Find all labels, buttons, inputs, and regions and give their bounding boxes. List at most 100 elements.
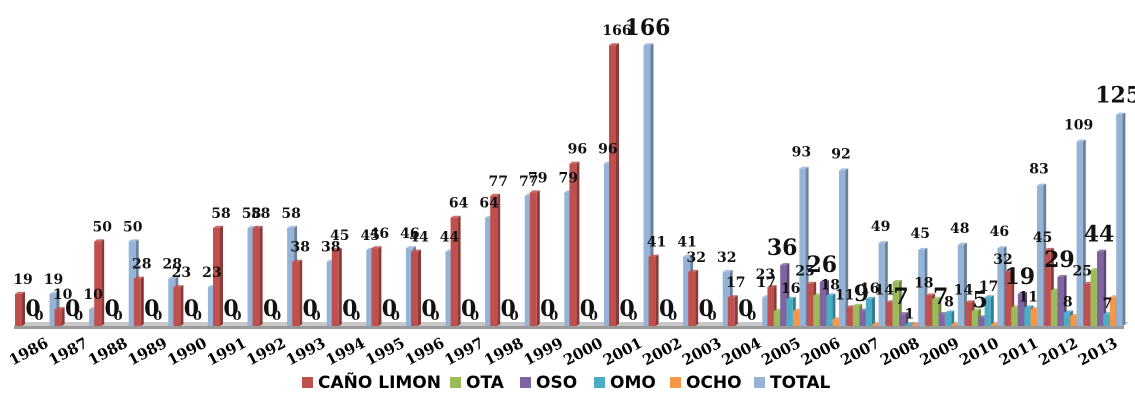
value-label: 93 bbox=[792, 145, 811, 161]
legend-label: OSO bbox=[536, 373, 577, 393]
bar-ca-o-limon-1994 bbox=[331, 247, 342, 326]
value-label: 8 bbox=[1063, 294, 1073, 310]
value-label: 17 bbox=[979, 279, 998, 295]
bar-omo-2009 bbox=[945, 310, 955, 326]
value-label: 0 bbox=[580, 296, 595, 322]
value-label: 0 bbox=[421, 296, 436, 322]
value-label: 125 bbox=[1095, 83, 1135, 109]
value-label: 96 bbox=[568, 142, 587, 158]
bar-ca-o-limon-2002 bbox=[648, 254, 659, 326]
value-label: 0 bbox=[105, 296, 120, 322]
value-label: 0 bbox=[659, 296, 674, 322]
value-label: 0 bbox=[342, 296, 357, 322]
value-labels-layer: 1900191000105000502800282300235800585800… bbox=[13, 15, 1135, 324]
value-label: 0 bbox=[391, 309, 400, 324]
value-label: 0 bbox=[699, 296, 714, 322]
value-label: 11 bbox=[1018, 289, 1037, 305]
value-label: 166 bbox=[602, 23, 631, 39]
value-label: 0 bbox=[668, 309, 677, 324]
value-label: 23 bbox=[202, 265, 221, 281]
value-label: 166 bbox=[625, 15, 671, 41]
legend-swatch bbox=[754, 377, 765, 388]
value-label: 19 bbox=[1004, 264, 1035, 290]
legend: CAÑO LIMON OTA OSO OMO OCHO TOTAL bbox=[302, 370, 830, 393]
value-label: 0 bbox=[34, 309, 43, 324]
value-label: 41 bbox=[677, 235, 696, 251]
bar-ca-o-limon-2000 bbox=[569, 161, 580, 326]
bar-omo-2007 bbox=[865, 296, 875, 326]
legend-item-ca-o-limon: CAÑO LIMON bbox=[302, 370, 441, 393]
value-label: 44 bbox=[409, 230, 429, 246]
value-label: 58 bbox=[211, 206, 230, 222]
value-label: 77 bbox=[488, 174, 507, 190]
x-tick-label: 2011 bbox=[996, 334, 1041, 369]
value-label: 45 bbox=[1033, 230, 1052, 246]
value-label: 109 bbox=[1064, 118, 1093, 134]
bar-total-2006 bbox=[839, 168, 849, 326]
value-label: 0 bbox=[144, 296, 159, 322]
value-label: 0 bbox=[549, 309, 558, 324]
bar-ca-o-limon-2004 bbox=[727, 295, 738, 326]
value-label: 0 bbox=[461, 296, 476, 322]
value-label: 48 bbox=[950, 221, 969, 237]
bar-ca-o-limon-1996 bbox=[411, 249, 421, 326]
value-label: 19 bbox=[44, 272, 63, 288]
value-label: 26 bbox=[806, 252, 837, 278]
value-label: 23 bbox=[756, 267, 775, 283]
value-label: 38 bbox=[321, 240, 340, 256]
legend-item-omo: OMO bbox=[594, 373, 656, 393]
legend-item-ocho: OCHO bbox=[670, 373, 742, 393]
x-tick-label: 2000 bbox=[560, 334, 605, 369]
value-label: 0 bbox=[25, 296, 40, 322]
value-label: 17 bbox=[726, 275, 745, 291]
value-label: 17 bbox=[757, 275, 776, 291]
legend-item-total: TOTAL bbox=[754, 373, 830, 393]
x-tick-label: 1988 bbox=[85, 334, 130, 369]
value-label: 44 bbox=[1084, 222, 1115, 248]
value-label: 5 bbox=[973, 288, 988, 314]
x-tick-label: 2003 bbox=[679, 334, 724, 369]
value-label: 36 bbox=[767, 235, 798, 261]
bar-ca-o-limon-1988 bbox=[94, 239, 105, 326]
bar-ca-o-limon-1987 bbox=[54, 307, 65, 326]
x-axis-ticks: 1986198719881989199019911992199319941995… bbox=[6, 334, 1121, 369]
bar-ca-o-limon-1999 bbox=[529, 190, 540, 326]
value-label: 0 bbox=[540, 296, 555, 322]
bar-ca-o-limon-1997 bbox=[450, 215, 461, 326]
x-tick-label: 2010 bbox=[956, 334, 1001, 369]
value-label: 28 bbox=[163, 257, 182, 273]
x-tick-label: 2001 bbox=[600, 334, 645, 369]
value-label: 77 bbox=[519, 174, 538, 190]
value-label: 79 bbox=[528, 170, 547, 186]
value-label: 0 bbox=[193, 309, 202, 324]
value-label: 58 bbox=[242, 206, 261, 222]
value-label: 14 bbox=[874, 282, 894, 298]
value-label: 0 bbox=[510, 309, 519, 324]
bar-total-2013 bbox=[1116, 112, 1126, 326]
x-tick-label: 1991 bbox=[204, 334, 249, 369]
x-tick-label: 1987 bbox=[46, 334, 91, 369]
value-label: 0 bbox=[114, 309, 123, 324]
bar-ca-o-limon-1986 bbox=[15, 291, 25, 326]
value-label: 0 bbox=[738, 296, 753, 322]
value-label: 0 bbox=[351, 309, 360, 324]
x-tick-label: 2013 bbox=[1075, 334, 1120, 369]
value-label: 19 bbox=[13, 272, 32, 288]
value-label: 32 bbox=[717, 250, 736, 266]
value-label: 0 bbox=[470, 309, 479, 324]
value-label: 0 bbox=[619, 296, 634, 322]
value-label: 14 bbox=[954, 282, 974, 298]
value-label: 46 bbox=[990, 224, 1009, 240]
value-label: 0 bbox=[272, 309, 281, 324]
legend-label: OCHO bbox=[686, 373, 742, 393]
x-tick-label: 1989 bbox=[125, 334, 170, 369]
x-tick-label: 2005 bbox=[758, 334, 803, 369]
value-label: 18 bbox=[914, 276, 933, 292]
value-label: 49 bbox=[871, 219, 890, 235]
bar-oso-2013 bbox=[1097, 249, 1107, 326]
value-label: 0 bbox=[263, 296, 278, 322]
bar-ca-o-limon-1991 bbox=[213, 225, 223, 326]
value-label: 1 bbox=[905, 306, 915, 322]
value-label: 50 bbox=[123, 219, 143, 235]
